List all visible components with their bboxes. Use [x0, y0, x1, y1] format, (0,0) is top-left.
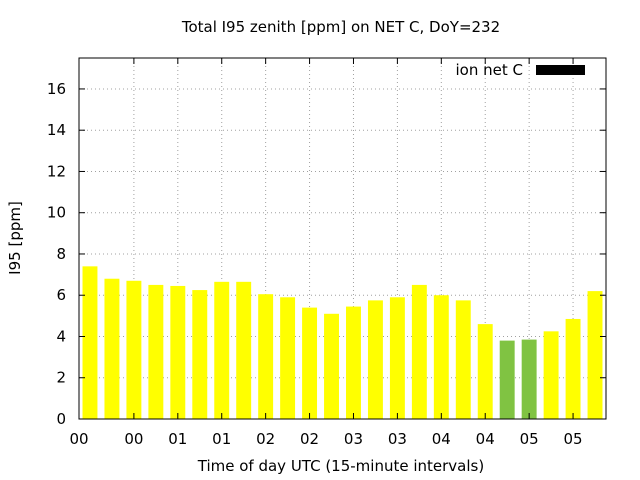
bar	[411, 284, 427, 419]
x-tick-label: 04	[432, 430, 451, 448]
x-tick-label: 03	[388, 430, 407, 448]
x-tick-label: 00	[69, 430, 88, 448]
plot-frame	[78, 57, 607, 420]
bar	[477, 324, 493, 419]
bar	[170, 285, 186, 419]
y-tick-label: 0	[56, 410, 66, 428]
x-tick-label: 05	[520, 430, 539, 448]
y-tick-label: 2	[56, 369, 66, 387]
x-axis-label: Time of day UTC (15-minute intervals)	[197, 457, 484, 475]
bar	[521, 339, 537, 419]
y-tick-label: 8	[56, 245, 66, 263]
bar	[302, 307, 318, 419]
bar	[346, 306, 361, 419]
bar	[455, 300, 471, 419]
bar	[280, 297, 296, 419]
bar	[367, 300, 383, 419]
y-axis: 0 2 4 6 8 10 12 14 16	[47, 80, 606, 428]
bar	[324, 313, 339, 419]
x-tick-label: 00	[124, 430, 143, 448]
y-tick-label: 4	[56, 327, 66, 345]
x-tick-label: 03	[344, 430, 363, 448]
y-tick-label: 14	[47, 121, 66, 139]
legend-label: ion net C	[456, 61, 523, 79]
y-tick-label: 10	[47, 204, 66, 222]
bars	[82, 266, 603, 419]
chart-title: Total I95 zenith [ppm] on NET C, DoY=232	[181, 18, 500, 36]
bar	[148, 284, 164, 419]
x-tick-label: 01	[212, 430, 231, 448]
bar	[126, 280, 142, 419]
legend-swatch	[536, 65, 585, 75]
bar	[82, 266, 98, 419]
bar	[258, 294, 274, 419]
y-tick-label: 6	[56, 286, 66, 304]
x-tick-label: 04	[476, 430, 495, 448]
bar	[104, 278, 120, 419]
bar	[565, 318, 581, 419]
bar	[192, 290, 208, 419]
legend: ion net C	[456, 61, 585, 79]
x-tick-label: 01	[168, 430, 187, 448]
bar	[587, 291, 603, 419]
bar	[433, 295, 449, 419]
x-tick-label: 02	[300, 430, 319, 448]
x-tick-label: 05	[564, 430, 583, 448]
x-axis: 00 00 01 01 02 02 03 03 04 04 05 05	[69, 58, 583, 448]
bar	[236, 281, 252, 419]
y-tick-label: 12	[47, 162, 66, 180]
bar	[499, 340, 515, 419]
x-tick-label: 02	[256, 430, 275, 448]
y-tick-label: 16	[47, 80, 66, 98]
y-axis-label: I95 [ppm]	[6, 201, 24, 275]
bar	[389, 297, 405, 419]
bar	[543, 331, 559, 419]
bar	[214, 281, 230, 419]
